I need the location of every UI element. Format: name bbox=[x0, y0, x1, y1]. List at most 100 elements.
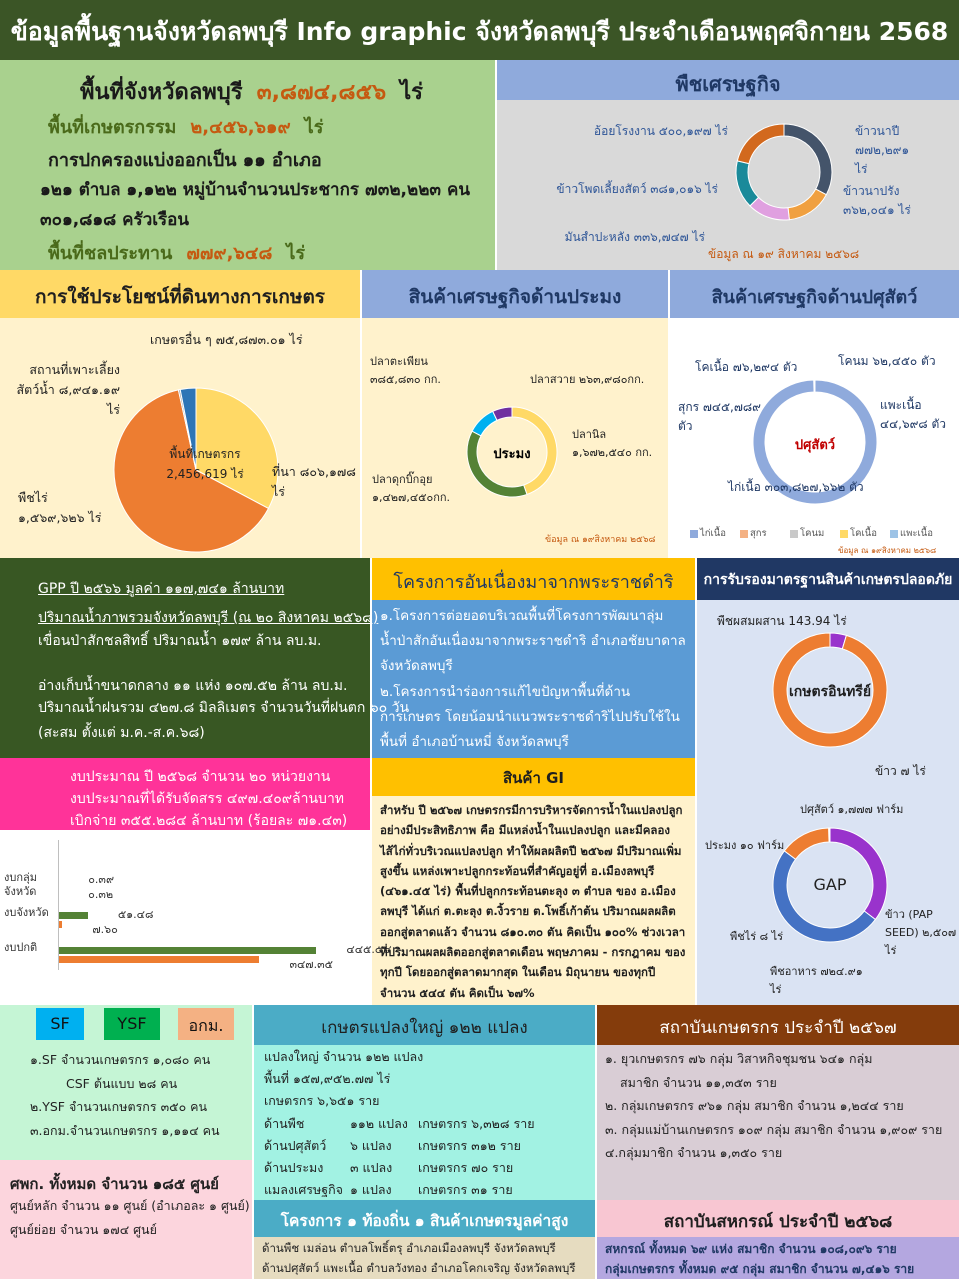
data-label: ปลานิล ๑,๖๗๒,๕๔๐ กก. bbox=[572, 428, 653, 459]
area-row: ๓๐๑,๘๑๘ ครัวเรือน bbox=[40, 206, 189, 233]
livestock-header bbox=[670, 270, 959, 318]
pie-slice bbox=[113, 389, 270, 553]
area-row: พื้นที่เกษตรกรรม ๒,๔๕๖,๖๑๙ ไร่ bbox=[48, 112, 323, 141]
area-row: พื้นที่จังหวัดลพบุรี ๓,๘๗๔,๘๕๖ ไร่ bbox=[80, 74, 423, 109]
panel-title: สถาบันสหกรณ์ ประจำปี ๒๕๖๘ bbox=[663, 1212, 893, 1232]
institution-line: ๒. กลุ่มเกษตรกร ๙๖๑ กลุ่ม สมาชิก จำนวน ๑… bbox=[605, 1098, 904, 1113]
value-label: ๗.๖๐ bbox=[92, 923, 118, 936]
data-label: พืชไร่ ๑,๕๖๙,๖๒๖ ไร่ bbox=[18, 490, 102, 525]
plot-cell: ๑๑๒ แปลง bbox=[350, 1116, 408, 1131]
plot-cell: เกษตรกร ๗๐ ราย bbox=[418, 1160, 514, 1175]
value-label: ๔๔๕.๕๔ bbox=[346, 943, 392, 956]
panel-title: การใช้ประโยชน์ที่ดินทางการเกษตร bbox=[34, 286, 325, 308]
category-label: งบปกติ bbox=[4, 941, 38, 954]
panel-title: สินค้าเศรษฐกิจด้านปศุสัตว์ bbox=[711, 287, 918, 308]
safe-header bbox=[697, 558, 959, 600]
coop-panel bbox=[597, 1237, 959, 1279]
data-label: พืชอาหาร ๗๒๔.๙๑ ไร่ bbox=[770, 965, 863, 996]
data-label: ที่นา ๘๐๖,๑๗๘ ไร่ bbox=[272, 464, 356, 499]
coop-header bbox=[597, 1200, 959, 1237]
panel-title: สินค้าเศรษฐกิจด้านประมง bbox=[408, 286, 622, 308]
gpp-panel bbox=[0, 558, 370, 758]
large-plot-header bbox=[254, 1005, 595, 1045]
institution-line: ๔.กลุ่มมาชิก จำนวน ๑,๓๕๐ ราย bbox=[605, 1145, 783, 1160]
legend-swatch bbox=[740, 530, 748, 538]
area-text: ไร่ bbox=[400, 80, 423, 105]
donut-segment bbox=[783, 827, 830, 860]
data-label: ปลาตะเพียน ๓๘๕,๘๓๐ กก. bbox=[370, 355, 441, 386]
otop-header bbox=[254, 1200, 595, 1237]
centers-line: ศูนย์ย่อย จำนวน ๑๗๔ ศูนย์ bbox=[10, 1222, 157, 1237]
gpp-line: เขื่อนป่าสักชลสิทธิ์ ปริมาณน้ำ ๑๗๙ ล้าน … bbox=[38, 633, 322, 649]
sf-line: CSF ต้นแบบ ๒๘ คน bbox=[66, 1075, 178, 1091]
data-label: เกษตรอื่น ๆ ๗๕,๘๗๓.๐๑ ไร่ bbox=[150, 332, 303, 347]
data-label: พืชผสมผสาน 143.94 ไร่ bbox=[717, 614, 847, 628]
area-text: ๑๒๑ ตำบล ๑,๑๒๒ หมู่บ้านจำนวนประชากร ๗๓๒,… bbox=[40, 180, 470, 200]
legend-swatch bbox=[890, 530, 898, 538]
center-label: พื้นที่เกษตรกร bbox=[169, 447, 241, 461]
data-label: ปลาสวาย ๒๖๓,๙๘๐กก. bbox=[530, 373, 645, 386]
data-label: ข้าวนาปี ๗๗๒,๒๙๑ ไร่ bbox=[855, 124, 910, 176]
plot-cell: ๖ แปลง bbox=[350, 1138, 392, 1153]
donut-segment bbox=[752, 379, 878, 505]
category-label: งบกลุ่มจังหวัด bbox=[4, 871, 38, 898]
donut-segment bbox=[735, 160, 760, 207]
area-text: ไร่ bbox=[304, 117, 324, 138]
tag-label: อกม. bbox=[188, 1016, 224, 1035]
data-label: ประมง ๑๐ ฟาร์ม bbox=[705, 839, 785, 852]
budget-line: เบิกจ่าย ๓๕๕.๒๘๔ ล้านบาท (ร้อยละ ๗๑.๔๓) bbox=[70, 813, 348, 829]
value-label: ๐.๓๒ bbox=[88, 888, 114, 901]
data-label: ข้าวโพดเลี้ยงสัตว์ ๓๘๑,๐๑๖ ไร่ bbox=[556, 182, 718, 196]
gpp-line: อ่างเก็บน้ำขนาดกลาง ๑๑ แห่ง ๑๐๗.๕๒ ล้าน … bbox=[38, 678, 348, 694]
donut-segment bbox=[466, 430, 528, 498]
sf-line: ๓.อกม.จำนวนเกษตรกร ๑,๑๑๔ คน bbox=[30, 1122, 220, 1138]
panel-title: สินค้า GI bbox=[503, 769, 564, 787]
bar bbox=[58, 921, 63, 928]
donut-segment bbox=[783, 123, 833, 196]
institutions-panel bbox=[597, 1045, 959, 1200]
value-label: ๐.๓๙ bbox=[88, 873, 115, 886]
legend-label: โคเนื้อ bbox=[850, 528, 877, 539]
area-text: ๗๗๙,๖๔๘ bbox=[186, 243, 273, 264]
sf-line: ๒.YSF จำนวนเกษตรกร ๓๕๐ คน bbox=[30, 1099, 208, 1114]
value-label: ๕๑.๔๘ bbox=[117, 908, 154, 921]
area-text: ไร่ bbox=[286, 243, 306, 264]
panel-title: โครงการอันเนื่องมาจากพระราชดำริ bbox=[393, 572, 674, 593]
gpp-line: (สะสม ตั้งแต่ ม.ค.-ส.ค.๖๘) bbox=[38, 725, 205, 741]
plot-cell: เกษตรกร ๓๑๒ ราย bbox=[418, 1138, 521, 1153]
center-label: ประมง bbox=[493, 447, 531, 462]
panel-title: สถาบันเกษตรกร ประจำปี ๒๕๖๗ bbox=[659, 1018, 897, 1038]
coop-line: สหกรณ์ ทั้งหมด ๖๙ แห่ง สมาชิก จำนวน ๑๐๘,… bbox=[605, 1242, 897, 1256]
data-label: โคเนื้อ ๗๖,๒๙๔ ตัว bbox=[695, 360, 798, 374]
tag-label: YSF bbox=[117, 1014, 147, 1033]
area-text: ๓,๘๗๔,๘๕๖ bbox=[256, 80, 387, 105]
land-use-header bbox=[0, 270, 360, 318]
gi-panel bbox=[372, 796, 695, 1005]
area-text: ๓๐๑,๘๑๘ ครัวเรือน bbox=[40, 210, 190, 230]
plot-cell: ด้านประมง bbox=[264, 1160, 324, 1175]
data-label: สถานที่เพาะเลี้ยงสัตว์น้ำ ๘,๙๔๑.๑๙ ไร่ bbox=[16, 362, 120, 417]
plot-cell: ด้านปศุสัตว์ bbox=[264, 1138, 327, 1153]
donut-segment bbox=[736, 123, 785, 165]
area-text: พื้นที่เกษตรกรรม bbox=[48, 117, 177, 138]
area-text: การปกครองแบ่งออกเป็น ๑๑ อำเภอ bbox=[48, 150, 322, 171]
data-label: แพะเนื้อ ๔๔,๖๙๘ ตัว bbox=[880, 398, 946, 431]
plot-cell: เกษตรกร ๖,๓๒๘ ราย bbox=[418, 1116, 535, 1131]
donut-segment bbox=[787, 188, 827, 221]
centers-line: ศพก. ทั้งหมด จำนวน ๑๘๕ ศูนย์ bbox=[10, 1175, 219, 1193]
center-label: เกษตรอินทรีย์ bbox=[788, 684, 872, 700]
otop-panel bbox=[254, 1237, 595, 1279]
header-bar bbox=[0, 0, 959, 60]
institutions-header bbox=[597, 1005, 959, 1045]
legend-label: โคนม bbox=[800, 528, 825, 539]
data-note: ข้อมูล ณ ๑๙ สิงหาคม ๒๕๖๘ bbox=[708, 247, 860, 261]
donut-segment bbox=[772, 850, 877, 943]
area-row: ๑๒๑ ตำบล ๑,๑๒๒ หมู่บ้านจำนวนประชากร ๗๓๒,… bbox=[40, 176, 470, 203]
tag-badge bbox=[36, 1008, 84, 1040]
data-label: ปลาดุกบิ๊กอุย ๑,๔๒๗,๔๕๐กก. bbox=[372, 473, 451, 504]
data-label: พืชไร่ ๘ ไร่ bbox=[730, 930, 784, 943]
donut-segment bbox=[829, 827, 888, 921]
area-row: การปกครองแบ่งออกเป็น ๑๑ อำเภอ bbox=[48, 145, 322, 174]
plot-line: เกษตรกร ๖,๖๕๑ ราย bbox=[264, 1093, 380, 1108]
